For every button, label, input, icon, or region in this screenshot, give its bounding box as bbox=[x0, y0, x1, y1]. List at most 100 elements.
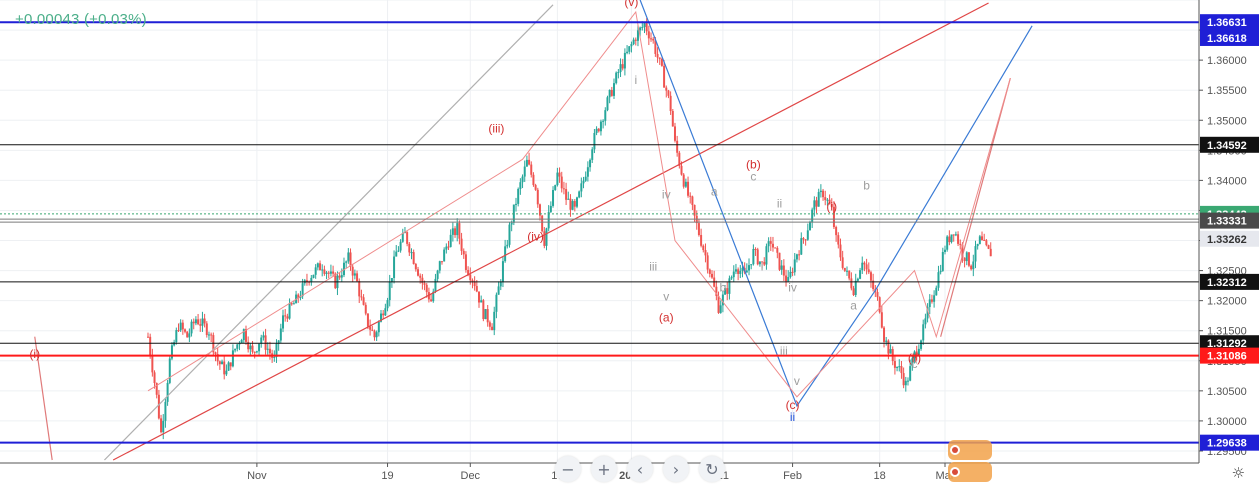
candle-body bbox=[700, 234, 703, 246]
price-level-tag bbox=[1200, 212, 1259, 229]
candle-body bbox=[632, 39, 635, 45]
candle bbox=[395, 245, 398, 257]
candle bbox=[617, 69, 620, 79]
settings-icon[interactable]: ☼ bbox=[1231, 464, 1245, 482]
candle-body bbox=[989, 248, 992, 257]
candle-body bbox=[358, 281, 361, 297]
candle-body bbox=[798, 254, 801, 256]
candle bbox=[734, 263, 737, 275]
candle-body bbox=[288, 303, 291, 319]
candle bbox=[771, 236, 774, 252]
candle-body bbox=[904, 380, 907, 386]
candle-body bbox=[965, 252, 968, 262]
economic-events-icon[interactable] bbox=[944, 438, 996, 484]
candle bbox=[216, 347, 219, 366]
candle bbox=[484, 308, 487, 320]
candle-body bbox=[401, 233, 404, 242]
candle-body bbox=[719, 305, 722, 313]
candle bbox=[371, 325, 374, 332]
minus-icon: − bbox=[561, 459, 575, 479]
candle bbox=[791, 267, 794, 277]
candle bbox=[327, 270, 330, 279]
candle-body bbox=[573, 201, 576, 207]
candle-body bbox=[375, 332, 378, 338]
candle bbox=[443, 247, 446, 262]
candle-body bbox=[464, 254, 467, 270]
candle-body bbox=[286, 316, 289, 319]
candle-body bbox=[440, 261, 443, 263]
candle bbox=[569, 194, 572, 217]
reset-chart-button[interactable]: ↻ bbox=[699, 456, 725, 482]
candle bbox=[667, 89, 670, 99]
candle-body bbox=[575, 197, 578, 207]
candle bbox=[515, 197, 518, 212]
candle-body bbox=[972, 261, 975, 270]
candle-body bbox=[800, 238, 803, 255]
candle-body bbox=[782, 265, 785, 276]
scroll-right-button[interactable]: › bbox=[663, 456, 689, 482]
candle-body bbox=[652, 38, 655, 41]
candle-body bbox=[565, 189, 568, 200]
candle-body bbox=[589, 159, 592, 168]
candle bbox=[358, 278, 361, 304]
candle-body bbox=[480, 300, 483, 303]
candle-body bbox=[541, 215, 544, 232]
candle-body bbox=[351, 266, 354, 276]
candle bbox=[906, 377, 909, 386]
candle bbox=[706, 252, 709, 274]
candle bbox=[763, 257, 766, 267]
candle-body bbox=[214, 352, 217, 355]
candle bbox=[541, 215, 544, 233]
price-tick-label: 1.32000 bbox=[1207, 296, 1247, 308]
candle bbox=[445, 243, 448, 254]
candle bbox=[382, 310, 385, 319]
candle bbox=[761, 261, 764, 269]
wave-label: (a) bbox=[659, 311, 674, 325]
zoom-in-button[interactable]: + bbox=[591, 456, 617, 482]
candle-body bbox=[349, 252, 352, 267]
candle-body bbox=[850, 278, 853, 289]
zoom-out-button[interactable]: − bbox=[555, 456, 581, 482]
candle-body bbox=[937, 272, 940, 288]
candle bbox=[963, 257, 966, 268]
candle-body bbox=[460, 238, 463, 251]
candle bbox=[408, 242, 411, 256]
candle-body bbox=[837, 235, 840, 245]
candle bbox=[523, 160, 526, 182]
candle-body bbox=[360, 296, 363, 298]
time-tick-label: Dec bbox=[461, 470, 481, 482]
candle-body bbox=[802, 238, 805, 240]
wave-label: iii bbox=[780, 344, 788, 358]
candle-body bbox=[841, 257, 844, 268]
candle bbox=[292, 301, 295, 305]
scroll-left-button[interactable]: ‹ bbox=[627, 456, 653, 482]
candle bbox=[238, 341, 241, 351]
wave-label: v bbox=[794, 374, 800, 388]
candle-body bbox=[251, 345, 254, 352]
candle-body bbox=[808, 222, 811, 231]
candle-body bbox=[602, 120, 605, 122]
candle-body bbox=[922, 324, 925, 341]
candle-body bbox=[482, 300, 485, 320]
candle-body bbox=[312, 274, 315, 278]
candle bbox=[414, 262, 417, 272]
candle-body bbox=[691, 196, 694, 205]
candle-body bbox=[593, 132, 596, 150]
candle-body bbox=[815, 200, 818, 207]
candle bbox=[852, 285, 855, 297]
candle-body bbox=[924, 318, 927, 325]
candle-body bbox=[630, 44, 633, 47]
candle-body bbox=[242, 329, 245, 341]
wave-label: a bbox=[850, 299, 857, 313]
candle-body bbox=[345, 261, 348, 263]
candle-body bbox=[863, 262, 866, 265]
candle-body bbox=[558, 172, 561, 177]
candle-body bbox=[221, 361, 224, 365]
candle-body bbox=[260, 337, 263, 344]
candle-body bbox=[436, 270, 439, 279]
candle-body bbox=[889, 349, 892, 354]
price-level-label: 1.31292 bbox=[1207, 338, 1247, 350]
price-tick-label: 1.35000 bbox=[1207, 115, 1247, 127]
